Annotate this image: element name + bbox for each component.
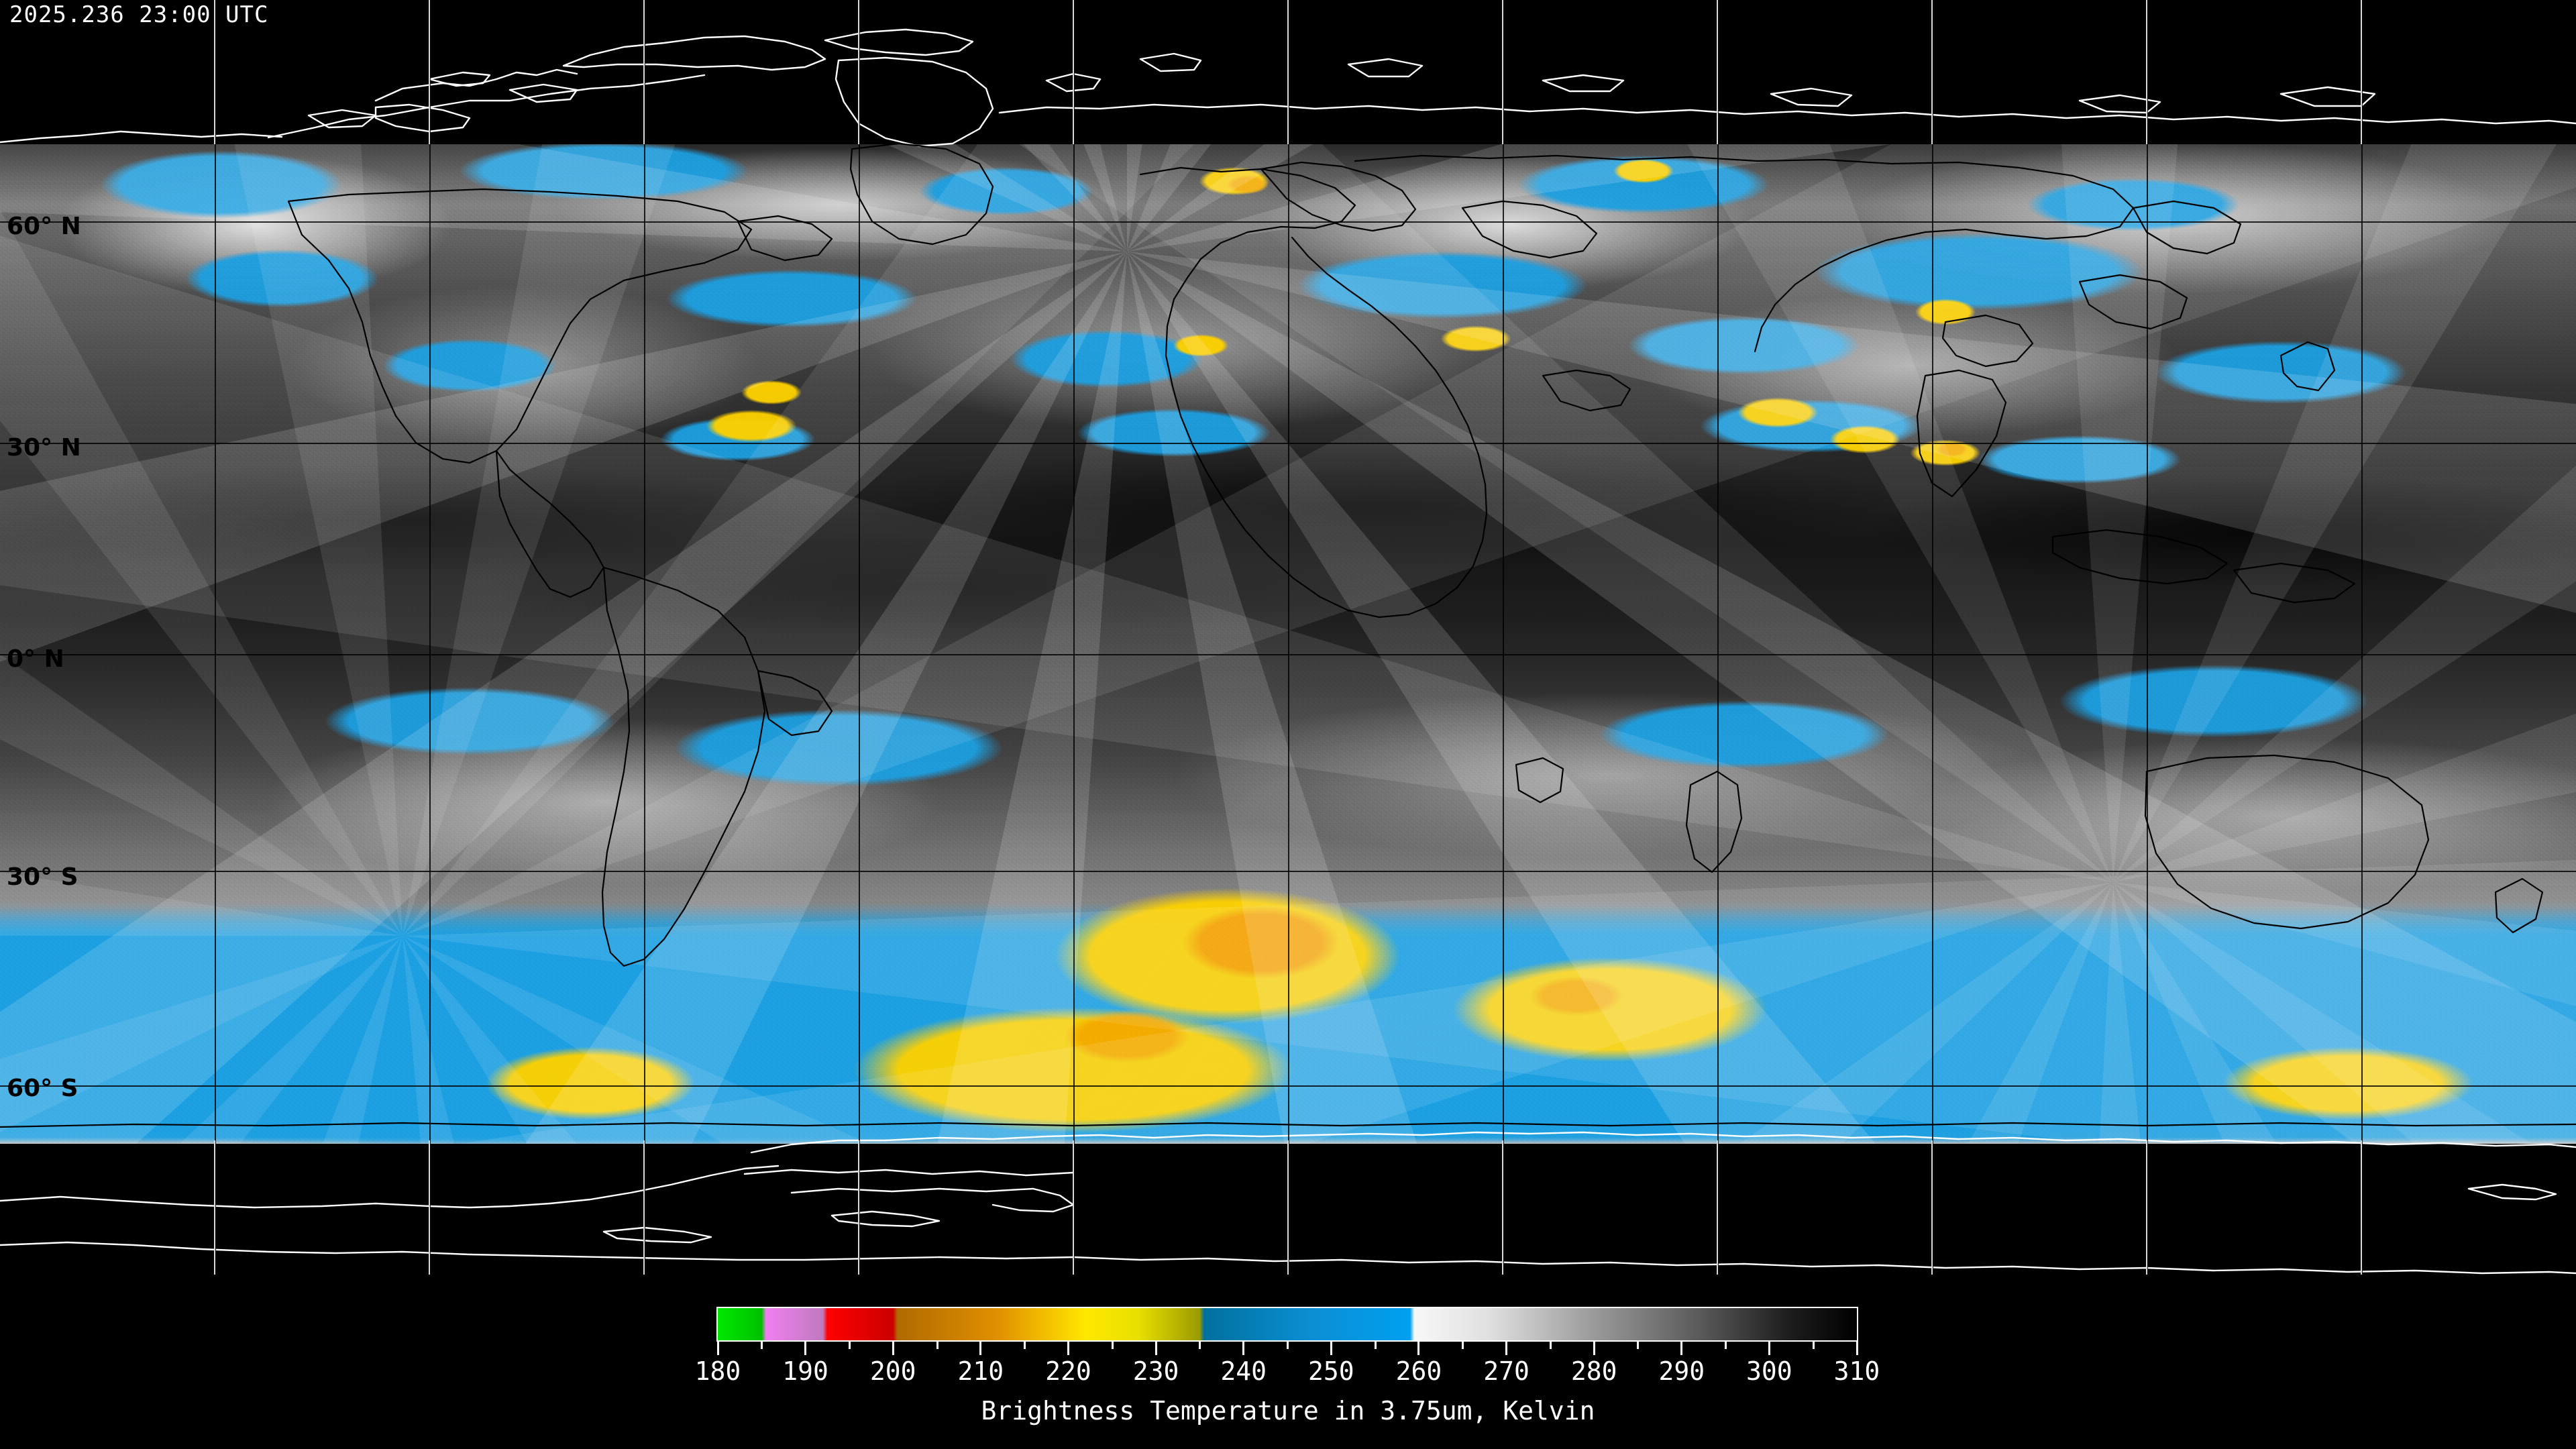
colorbar-minor-tick-265 [1462, 1342, 1464, 1349]
colorbar-minor-tick-235 [1199, 1342, 1201, 1349]
colorbar-minor-tick-245 [1287, 1342, 1289, 1349]
global-map-panel[interactable]: 60° N 30° N 0° N 30° S 60° S 2025.236 23… [0, 0, 2576, 1275]
colorbar-major-tick-290 [1680, 1342, 1683, 1355]
colorbar-minor-tick-305 [1812, 1342, 1815, 1349]
satellite-raster[interactable]: 60° N 30° N 0° N 30° S 60° S [0, 0, 2576, 1275]
colorbar-major-tick-240 [1242, 1342, 1245, 1355]
lat-label-30s: 30° S [7, 863, 78, 891]
colorbar-major-tick-180 [716, 1342, 719, 1355]
colorbar-major-tick-300 [1768, 1342, 1770, 1355]
sensor-noise-texture [0, 144, 2576, 1144]
colorbar-tick-label-290: 290 [1658, 1356, 1705, 1386]
colorbar-major-tick-200 [892, 1342, 894, 1355]
colorbar-minor-tick-215 [1024, 1342, 1026, 1349]
colorbar-major-tick-280 [1593, 1342, 1595, 1355]
colorbar-major-tick-250 [1330, 1342, 1332, 1355]
satellite-data-band [0, 144, 2576, 1144]
colorbar-minor-tick-205 [936, 1342, 938, 1349]
colorbar-tick-label-280: 280 [1570, 1356, 1617, 1386]
colorbar-major-tick-190 [804, 1342, 807, 1355]
colorbar-minor-tick-225 [1111, 1342, 1114, 1349]
timestamp-label: 2025.236 23:00 UTC [9, 1, 269, 28]
colorbar-tick-label-240: 240 [1220, 1356, 1267, 1386]
colorbar-major-tick-270 [1505, 1342, 1508, 1355]
colorbar-major-tick-230 [1155, 1342, 1157, 1355]
colorbar-minor-tick-195 [848, 1342, 851, 1349]
lat-label-60s: 60° S [7, 1075, 78, 1102]
lat-label-30n: 30° N [7, 434, 81, 462]
colorbar-tick-label-310: 310 [1833, 1356, 1880, 1386]
colorbar-gradient [718, 1308, 1857, 1340]
colorbar-major-tick-260 [1417, 1342, 1420, 1355]
colorbar-tick-label-200: 200 [869, 1356, 916, 1386]
colorbar-axis-line [716, 1340, 1858, 1342]
colorbar-minor-tick-275 [1549, 1342, 1552, 1349]
colorbar-tick-label-180: 180 [694, 1356, 741, 1386]
colorbar-major-tick-310 [1856, 1342, 1858, 1355]
colorbar-tick-label-250: 250 [1307, 1356, 1354, 1386]
colorbar-minor-tick-185 [761, 1342, 763, 1349]
colorbar-tick-label-270: 270 [1483, 1356, 1529, 1386]
lat-label-60n: 60° N [7, 213, 81, 240]
colorbar-tick-label-190: 190 [782, 1356, 828, 1386]
colorbar-tick-label-210: 210 [957, 1356, 1004, 1386]
colorbar-major-tick-210 [979, 1342, 982, 1355]
colorbar-tick-label-230: 230 [1132, 1356, 1179, 1386]
colorbar-caption: Brightness Temperature in 3.75um, Kelvin [981, 1396, 1595, 1426]
colorbar-tick-label-260: 260 [1395, 1356, 1442, 1386]
colorbar-minor-tick-255 [1374, 1342, 1377, 1349]
colorbar-panel[interactable]: 180 190 200 210 220 230 240 250 260 270 280 290 300 3… [0, 1275, 2576, 1449]
colorbar-major-tick-220 [1067, 1342, 1069, 1355]
lat-label-0: 0° N [7, 645, 64, 673]
colorbar[interactable] [716, 1307, 1858, 1340]
colorbar-tick-label-220: 220 [1045, 1356, 1091, 1386]
colorbar-tick-label-300: 300 [1746, 1356, 1792, 1386]
colorbar-minor-tick-285 [1637, 1342, 1640, 1349]
colorbar-minor-tick-295 [1725, 1342, 1727, 1349]
